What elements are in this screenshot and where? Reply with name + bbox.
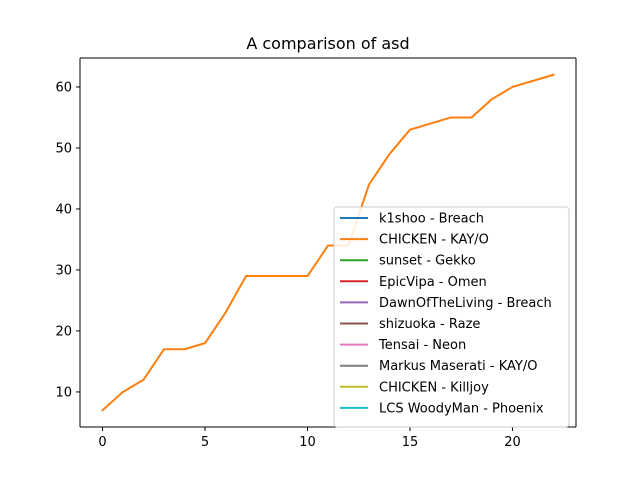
x-tick-label: 10 bbox=[299, 435, 316, 450]
y-tick-label: 40 bbox=[55, 202, 72, 217]
legend-label: shizuoka - Raze bbox=[379, 317, 480, 332]
legend-label: k1shoo - Breach bbox=[379, 212, 484, 227]
legend-box bbox=[333, 206, 570, 428]
x-tick-label: 0 bbox=[98, 435, 106, 450]
legend-label: CHICKEN - KAY/O bbox=[379, 233, 489, 248]
y-tick-label: 60 bbox=[55, 80, 72, 95]
x-tick-label: 15 bbox=[402, 435, 419, 450]
x-tick-label: 5 bbox=[201, 435, 209, 450]
legend-label: EpicVipa - Omen bbox=[379, 275, 487, 290]
plot-area: 0 5 10 15 20 10 20 30 40 50 60 k1shoo - Breach CHICK… bbox=[55, 57, 577, 450]
legend-label: sunset - Gekko bbox=[379, 254, 476, 269]
series-line-1 bbox=[101, 73, 555, 412]
chart-title: A comparison of asd bbox=[246, 34, 409, 53]
legend-label: Tensai - Neon bbox=[378, 338, 466, 353]
y-tick-label: 20 bbox=[55, 324, 72, 339]
y-tick-label: 30 bbox=[55, 263, 72, 278]
legend-label: CHICKEN - Killjoy bbox=[379, 380, 489, 395]
x-tick-label: 20 bbox=[504, 435, 521, 450]
y-tick-label: 50 bbox=[55, 141, 72, 156]
legend-label: DawnOfTheLiving - Breach bbox=[379, 296, 552, 311]
legend-label: LCS WoodyMan - Phoenix bbox=[379, 401, 544, 416]
y-tick-label: 10 bbox=[55, 385, 72, 400]
legend-label: Markus Maserati - KAY/O bbox=[379, 359, 537, 374]
